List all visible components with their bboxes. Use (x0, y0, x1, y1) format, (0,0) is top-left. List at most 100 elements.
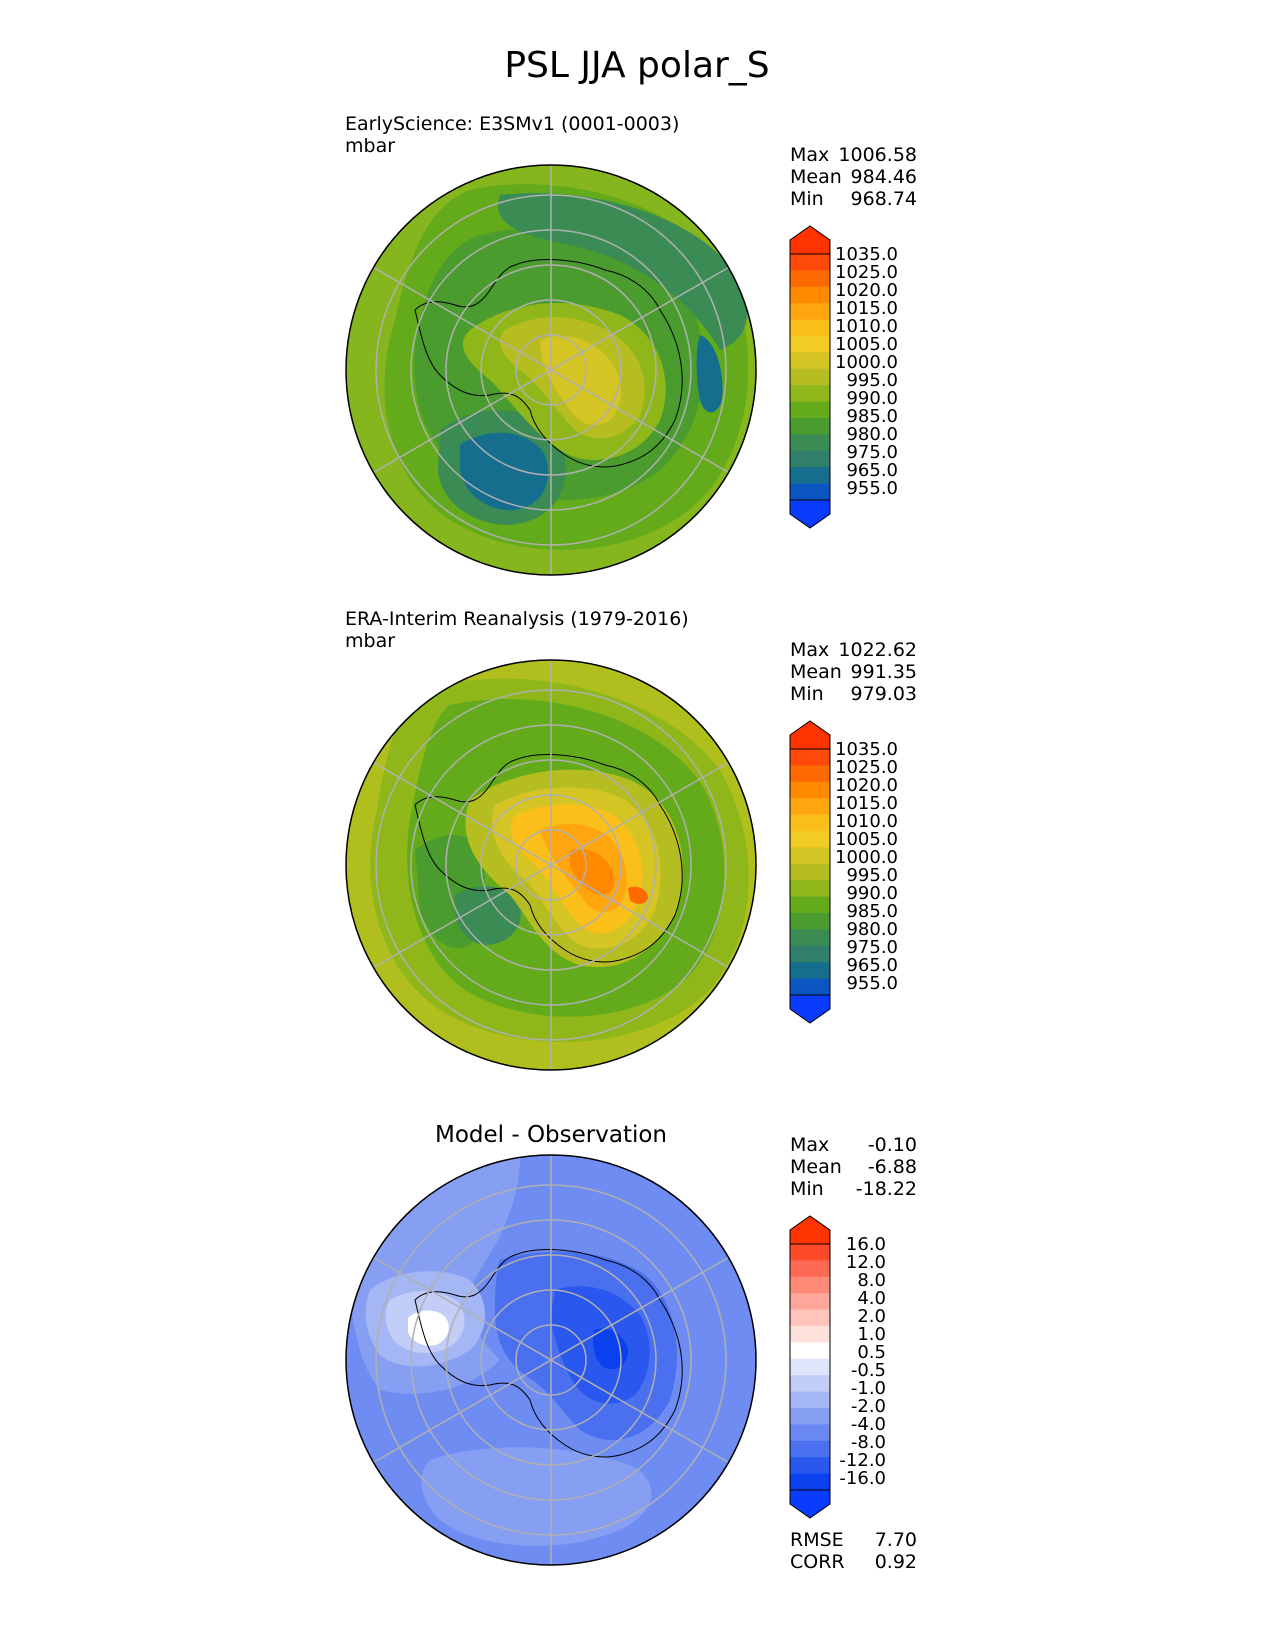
colorbar-segment (790, 814, 830, 832)
stat-label: Mean (790, 166, 842, 188)
colorbar-segment (790, 303, 830, 321)
colorbar-tick-label: 990.0 (846, 883, 898, 904)
colorbar-segment (790, 450, 830, 468)
colorbar-segment (790, 1260, 830, 1278)
stat-label: Max (790, 1134, 829, 1156)
colorbar-tick-label: 8.0 (857, 1270, 886, 1291)
colorbar-segment (790, 1375, 830, 1393)
field-region (540, 336, 622, 426)
stat-value: 1022.62 (838, 639, 917, 661)
colorbar-segment (790, 1457, 830, 1475)
colorbar-ticks: 1035.0 1025.0 1020.0 1015.0 1010.0 1005.… (835, 739, 898, 994)
colorbar-tick-label: 995.0 (846, 865, 898, 886)
colorbar-tick-label: 1.0 (857, 1324, 886, 1345)
colorbar-tick-label: 975.0 (846, 937, 898, 958)
colorbar-tick-label: -0.5 (851, 1360, 886, 1381)
colorbar-tick-label: 12.0 (846, 1252, 886, 1273)
colorbar-tick-label: 1010.0 (835, 811, 898, 832)
colorbar-tick-label: 975.0 (846, 442, 898, 463)
colorbar-segment (790, 336, 830, 353)
colorbar-segment (790, 831, 830, 848)
colorbar-segment (790, 270, 830, 288)
colorbar-segment (790, 1473, 830, 1491)
colorbar-segment (790, 781, 830, 799)
colorbar-segment (790, 368, 830, 386)
colorbar-tick-label: 1025.0 (835, 262, 898, 283)
coastline (414, 754, 683, 963)
colorbar: 1035.0 1025.0 1020.0 1015.0 1010.0 1005.… (789, 225, 898, 529)
colorbar-tick-label: 1005.0 (835, 334, 898, 355)
colorbar-tick-label: 1000.0 (835, 847, 898, 868)
colorbar-segment (790, 798, 830, 816)
stats-block: Max 1006.58 Mean 984.46 Min 968.74 (790, 144, 917, 210)
colorbar-extend-bottom (789, 1489, 831, 1519)
colorbar-tick-label: 990.0 (846, 388, 898, 409)
map-boundary (345, 1154, 757, 1566)
panel-title: Model - Observation (435, 1122, 667, 1148)
colorbar-segment (790, 847, 830, 865)
colorbar-segment (790, 467, 830, 485)
stat-label: Max (790, 144, 829, 166)
colorbar-extend-top (789, 225, 831, 255)
colorbar-segment (790, 913, 830, 930)
colorbar-segment (790, 286, 830, 304)
colorbar-tick-label: -8.0 (851, 1432, 886, 1453)
colorbar-tick-label: -16.0 (839, 1468, 886, 1489)
colorbar-tick-label: 2.0 (857, 1306, 886, 1327)
polar-map (345, 659, 757, 1071)
colorbar-extend-top (789, 720, 831, 750)
graticule (373, 165, 729, 575)
stat-label: Mean (790, 661, 842, 683)
field-region (408, 1310, 449, 1346)
colorbar-ticks: 16.0 12.0 8.0 4.0 2.0 1.0 0.5 -0.5 -1.0 … (839, 1234, 886, 1489)
stat-value: 991.35 (851, 661, 917, 683)
colorbar-ticks: 1035.0 1025.0 1020.0 1015.0 1010.0 1005.… (835, 244, 898, 499)
colorbar-segment (790, 896, 830, 914)
colorbar-segments (789, 1243, 831, 1491)
colorbar-segment (790, 1424, 830, 1442)
error-stats-block: RMSE 7.70 CORR 0.92 (790, 1529, 917, 1573)
figure-title: PSL JJA polar_S (504, 45, 769, 86)
colorbar-segment (790, 483, 830, 501)
colorbar-segment (790, 434, 830, 452)
colorbar-tick-label: 955.0 (846, 973, 898, 994)
colorbar-segment (790, 401, 830, 419)
field-region (696, 335, 723, 413)
colorbar-segment (790, 929, 830, 947)
polar-map (345, 1154, 757, 1566)
colorbar-segment (790, 319, 830, 337)
map-boundary (345, 164, 757, 576)
colorbar-segments (789, 253, 831, 501)
stat-label: CORR (790, 1551, 845, 1573)
colorbar-tick-label: 1000.0 (835, 352, 898, 373)
colorbar-segment (790, 978, 830, 996)
panel-difference: Model - Observation Max -0.10 Mean -6.88… (345, 1122, 917, 1573)
stat-label: Min (790, 683, 824, 705)
polar-map (345, 164, 757, 576)
stat-value: 968.74 (851, 188, 917, 210)
colorbar-tick-label: 995.0 (846, 370, 898, 391)
colorbar-tick-label: 16.0 (846, 1234, 886, 1255)
stat-value: 979.03 (851, 683, 917, 705)
colorbar-segment (790, 863, 830, 881)
colorbar-tick-label: 985.0 (846, 901, 898, 922)
colorbar-tick-label: 1035.0 (835, 739, 898, 760)
colorbar-extend-top (789, 1215, 831, 1245)
colorbar-segment (790, 1326, 830, 1343)
colorbar-tick-label: -1.0 (851, 1378, 886, 1399)
field-region (593, 1328, 628, 1370)
stat-value: 984.46 (851, 166, 917, 188)
colorbar-tick-label: 1010.0 (835, 316, 898, 337)
colorbar-tick-label: 955.0 (846, 478, 898, 499)
colorbar-tick-label: 965.0 (846, 460, 898, 481)
coastline (414, 1249, 683, 1458)
colorbar-tick-label: 985.0 (846, 406, 898, 427)
panel-model: EarlyScience: E3SMv1 (0001-0003) mbar Ma… (345, 113, 917, 576)
stat-value: 7.70 (875, 1529, 917, 1551)
panel-units: mbar (345, 630, 395, 652)
stat-value: -6.88 (868, 1156, 917, 1178)
colorbar-tick-label: 1035.0 (835, 244, 898, 265)
colorbar-segment (790, 254, 830, 271)
colorbar-segment (790, 765, 830, 783)
